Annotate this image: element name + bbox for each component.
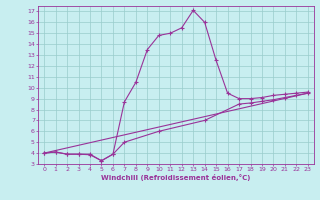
X-axis label: Windchill (Refroidissement éolien,°C): Windchill (Refroidissement éolien,°C) <box>101 174 251 181</box>
